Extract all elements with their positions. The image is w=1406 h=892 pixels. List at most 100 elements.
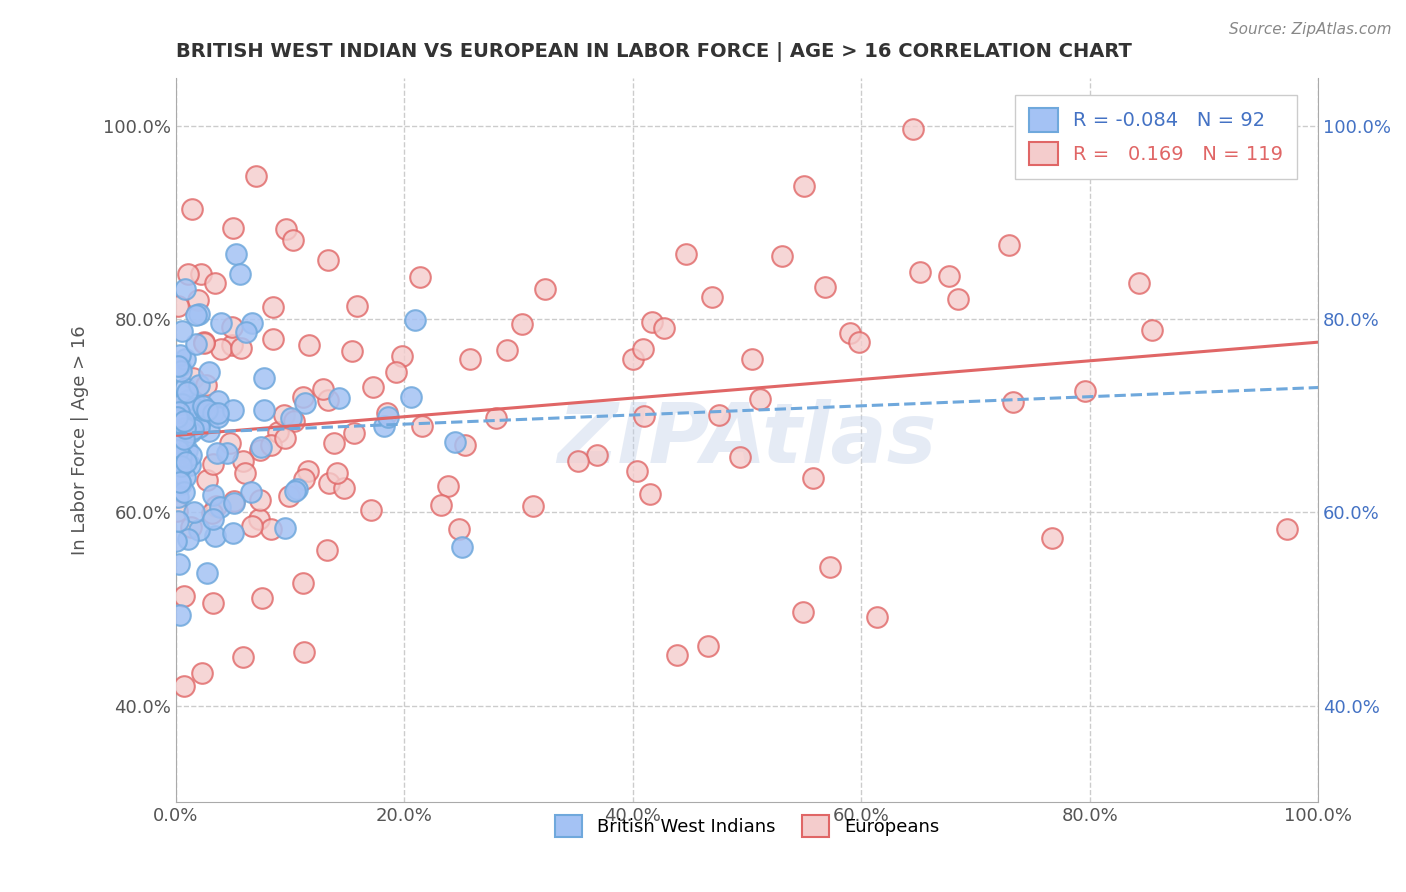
Point (166, 413, 188, 427)
Point (409, 269, 432, 284)
Point (224, 494, 246, 508)
Point (294, 396, 316, 410)
Point (326, 466, 349, 480)
Point (298, 337, 321, 351)
Point (654, 320, 676, 334)
Point (328, 391, 350, 405)
Point (838, 326, 860, 340)
Point (191, 665, 214, 680)
Point (373, 418, 395, 433)
Point (512, 318, 534, 332)
Point (174, 421, 197, 435)
Point (533, 282, 555, 296)
Point (910, 265, 932, 279)
Point (188, 413, 211, 427)
Point (948, 293, 970, 307)
Point (239, 485, 262, 500)
Point (391, 349, 413, 363)
Point (201, 596, 224, 610)
Point (360, 502, 382, 516)
Point (235, 325, 257, 339)
Point (792, 605, 814, 619)
Point (176, 384, 198, 399)
Point (165, 534, 187, 549)
Point (1140, 323, 1163, 337)
Y-axis label: In Labor Force | Age > 16: In Labor Force | Age > 16 (72, 325, 89, 555)
Point (202, 406, 225, 420)
Point (173, 433, 195, 447)
Point (166, 411, 188, 425)
Point (183, 505, 205, 519)
Point (626, 464, 648, 478)
Point (207, 406, 229, 420)
Point (167, 299, 190, 313)
Point (621, 352, 644, 367)
Point (169, 359, 191, 373)
Point (170, 456, 193, 470)
Point (173, 679, 195, 693)
Point (229, 341, 252, 355)
Point (361, 380, 384, 394)
Point (274, 221, 297, 235)
Point (180, 448, 202, 462)
Point (638, 487, 661, 501)
Point (250, 591, 273, 605)
Point (167, 514, 190, 528)
Legend: British West Indians, Europeans: British West Indians, Europeans (548, 807, 946, 844)
Point (292, 645, 315, 659)
Point (260, 522, 283, 536)
Point (283, 414, 305, 428)
Point (316, 253, 339, 268)
Point (205, 499, 228, 513)
Point (262, 332, 284, 346)
Point (167, 490, 190, 504)
Point (232, 454, 254, 468)
Point (377, 410, 399, 425)
Point (187, 420, 209, 434)
Point (292, 472, 315, 486)
Point (179, 458, 201, 472)
Point (184, 337, 207, 351)
Point (222, 403, 245, 417)
Point (292, 576, 315, 591)
Point (749, 392, 772, 407)
Point (375, 406, 398, 420)
Point (207, 409, 229, 424)
Point (1074, 384, 1097, 398)
Point (222, 221, 245, 235)
Point (202, 488, 225, 502)
Point (267, 425, 290, 439)
Point (312, 383, 335, 397)
Point (204, 277, 226, 291)
Point (399, 390, 422, 404)
Point (278, 489, 301, 503)
Point (170, 324, 193, 338)
Point (202, 512, 225, 526)
Point (180, 202, 202, 216)
Point (346, 299, 368, 313)
Point (173, 382, 195, 396)
Point (281, 233, 304, 247)
Text: BRITISH WEST INDIAN VS EUROPEAN IN LABOR FORCE | AGE > 16 CORRELATION CHART: BRITISH WEST INDIAN VS EUROPEAN IN LABOR… (176, 42, 1132, 62)
Point (183, 396, 205, 410)
Point (169, 348, 191, 362)
Point (318, 476, 340, 491)
Point (233, 466, 256, 480)
Point (249, 440, 271, 454)
Point (221, 319, 243, 334)
Point (187, 307, 209, 321)
Point (522, 499, 544, 513)
Point (343, 426, 366, 441)
Point (444, 434, 467, 449)
Point (215, 445, 238, 459)
Point (702, 290, 724, 304)
Point (209, 316, 232, 330)
Point (285, 482, 308, 496)
Point (204, 528, 226, 542)
Point (219, 436, 242, 450)
Point (1040, 531, 1063, 545)
Point (249, 443, 271, 458)
Point (253, 402, 276, 417)
Point (284, 484, 307, 499)
Point (170, 459, 193, 474)
